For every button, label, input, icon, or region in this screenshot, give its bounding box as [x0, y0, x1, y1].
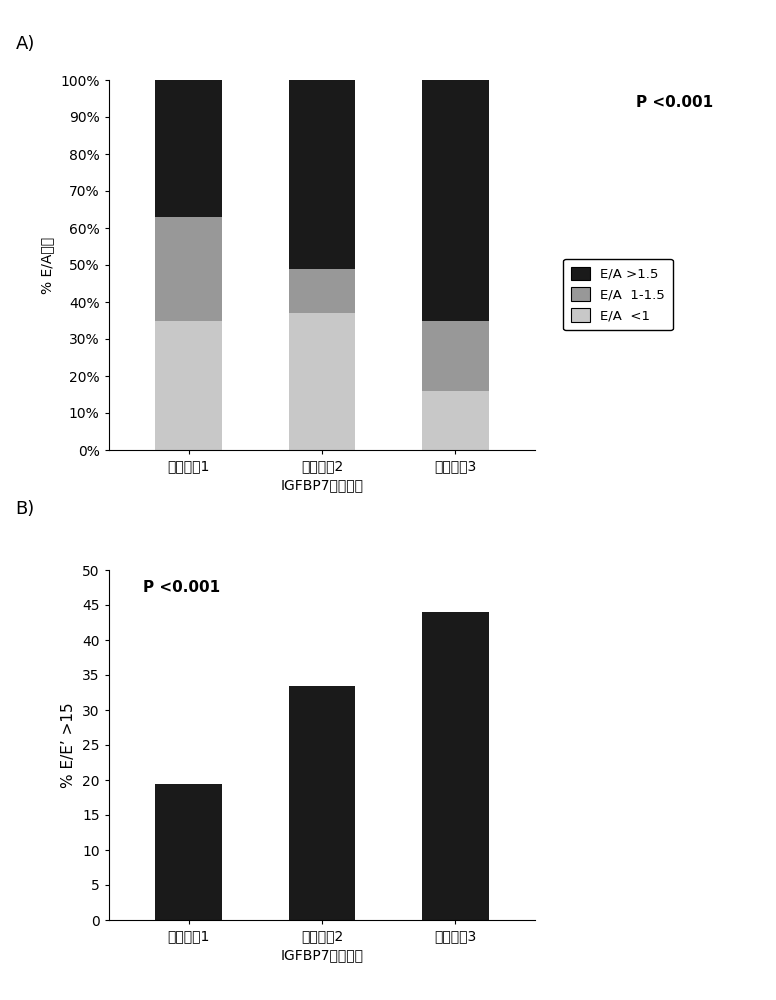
Bar: [155, 80, 222, 217]
Bar: [155, 784, 222, 920]
Bar: [155, 320, 222, 450]
X-axis label: IGFBP7三分位数: IGFBP7三分位数: [281, 949, 363, 963]
Bar: [289, 313, 355, 450]
Y-axis label: % E/E’ >15: % E/E’ >15: [61, 702, 76, 788]
Bar: [422, 391, 489, 450]
Legend: E/A >1.5, E/A  1-1.5, E/A  <1: E/A >1.5, E/A 1-1.5, E/A <1: [563, 259, 673, 330]
Bar: [289, 80, 355, 269]
Bar: [422, 80, 489, 320]
Bar: [422, 612, 489, 920]
Text: A): A): [16, 35, 35, 53]
Bar: [422, 320, 489, 391]
Text: P <0.001: P <0.001: [636, 95, 713, 110]
Text: P <0.001: P <0.001: [143, 580, 220, 595]
Text: B): B): [16, 500, 35, 518]
Bar: [289, 269, 355, 313]
Bar: [289, 686, 355, 920]
Y-axis label: % E/A类别: % E/A类别: [40, 236, 54, 294]
X-axis label: IGFBP7三分位数: IGFBP7三分位数: [281, 479, 363, 493]
Bar: [155, 217, 222, 320]
